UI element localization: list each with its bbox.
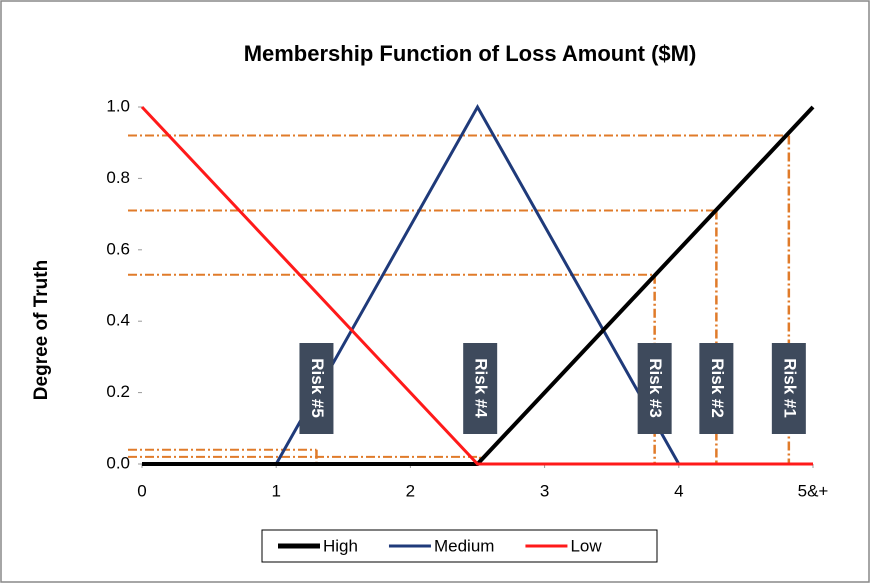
legend-box <box>261 529 658 563</box>
annotation-label: Risk #4 <box>472 358 491 418</box>
x-tick-label: 2 <box>406 481 415 500</box>
legend-label: High <box>323 536 358 555</box>
y-tick-label: 0.2 <box>106 382 130 401</box>
annotation-box <box>699 343 734 434</box>
y-tick-label: 0.4 <box>106 311 130 330</box>
y-tick-label: 0.0 <box>106 453 130 472</box>
annotation-label: Risk #3 <box>646 358 665 418</box>
x-tick-label: 4 <box>674 481 683 500</box>
annotation-label: Risk #1 <box>780 358 799 418</box>
y-axis-label: Degree of Truth <box>31 260 52 400</box>
annotation-box <box>771 343 806 434</box>
annotation-box <box>637 343 672 434</box>
annotation-box <box>463 343 498 434</box>
x-tick-label: 5&+ <box>798 481 829 500</box>
y-tick-label: 0.6 <box>106 239 130 258</box>
y-tick-label: 1.0 <box>106 96 130 115</box>
x-tick-label: 1 <box>271 481 280 500</box>
annotation-label: Risk #2 <box>708 358 727 418</box>
chart-title: Membership Function of Loss Amount ($M) <box>244 41 697 66</box>
legend-label: Medium <box>434 536 494 555</box>
x-tick-label: 0 <box>137 481 146 500</box>
legend-label: Low <box>570 536 602 555</box>
x-tick-label: 3 <box>540 481 549 500</box>
annotation-box <box>299 343 334 434</box>
y-tick-label: 0.8 <box>106 168 130 187</box>
annotation-label: Risk #5 <box>308 358 327 418</box>
series-line <box>140 105 813 466</box>
